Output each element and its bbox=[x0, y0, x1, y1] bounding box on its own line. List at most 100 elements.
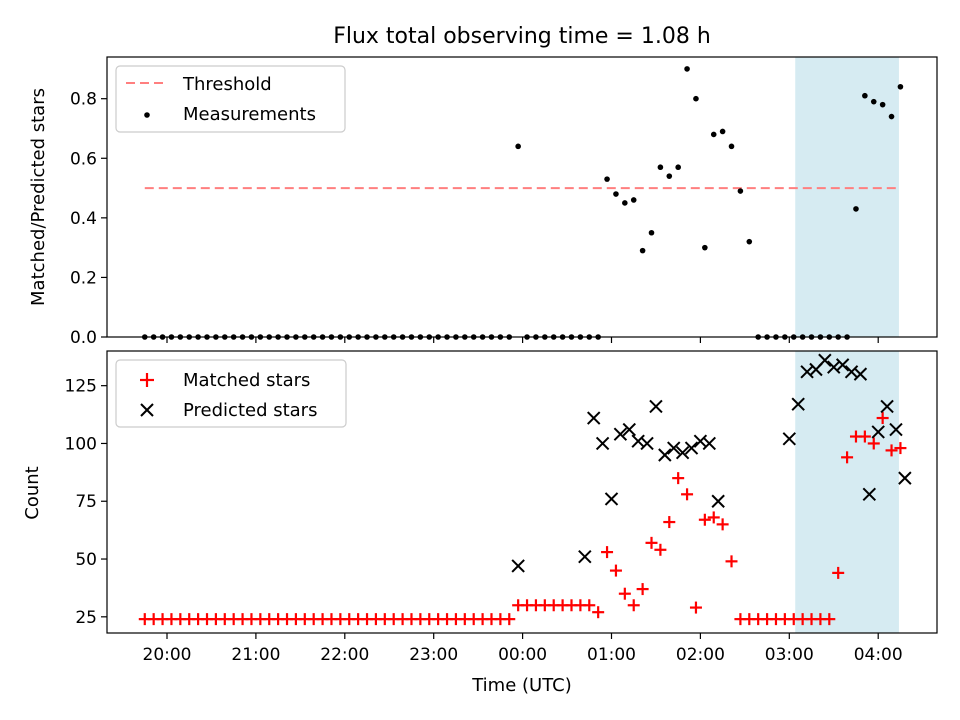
y-tick-label: 0.0 bbox=[70, 328, 97, 348]
measurement-points bbox=[141, 66, 904, 340]
predicted-star-point bbox=[800, 365, 814, 379]
predicted-star-point bbox=[622, 422, 636, 437]
measurement-point bbox=[613, 191, 619, 197]
measurement-point bbox=[684, 66, 690, 72]
x-tick-label: 22:00 bbox=[320, 645, 369, 665]
measurement-point bbox=[622, 200, 628, 206]
matched-star-point bbox=[618, 587, 631, 600]
y-tick-label: 0.2 bbox=[70, 268, 97, 288]
predicted-star-point bbox=[684, 441, 699, 455]
measurement-point bbox=[728, 143, 735, 150]
predicted-star-point bbox=[827, 360, 841, 374]
matched-star-point bbox=[672, 472, 685, 485]
x-tick-label: 04:00 bbox=[854, 645, 903, 665]
predicted-stars-points bbox=[511, 353, 912, 573]
predicted-star-point bbox=[791, 397, 805, 411]
matched-star-point bbox=[503, 613, 516, 626]
measurement-point bbox=[648, 229, 655, 236]
predicted-star-point bbox=[640, 436, 654, 451]
x-tick-label: 00:00 bbox=[498, 645, 547, 665]
bottom-highlight-span bbox=[795, 351, 899, 633]
measurement-point bbox=[657, 164, 664, 171]
matched-star-point bbox=[698, 513, 711, 526]
y-tick-label: 0.4 bbox=[70, 209, 97, 229]
predicted-star-point bbox=[578, 550, 592, 564]
predicted-star-point bbox=[702, 436, 716, 451]
measurement-point bbox=[737, 188, 744, 194]
predicted-star-point bbox=[880, 399, 894, 414]
measurement-point bbox=[639, 247, 646, 254]
matched-star-point bbox=[592, 606, 605, 619]
measurement-point bbox=[702, 244, 708, 251]
predicted-star-point bbox=[862, 487, 877, 502]
x-tick-label: 02:00 bbox=[676, 645, 725, 665]
matched-star-point bbox=[645, 536, 658, 549]
x-tick-label: 23:00 bbox=[409, 645, 458, 665]
predicted-star-point bbox=[898, 471, 912, 485]
matched-star-point bbox=[823, 613, 836, 626]
matched-star-point bbox=[716, 518, 729, 531]
y-tick-label: 75 bbox=[75, 492, 97, 512]
predicted-star-point bbox=[844, 365, 859, 379]
measurement-point bbox=[675, 164, 681, 171]
matched-star-point bbox=[885, 444, 898, 457]
y-tick-label: 25 bbox=[75, 608, 97, 628]
predicted-star-point bbox=[649, 399, 663, 414]
matched-star-point bbox=[601, 546, 614, 559]
top-y-ticks: 0.0 0.2 0.4 0.6 0.8 bbox=[70, 90, 107, 348]
measurement-point bbox=[604, 176, 610, 182]
matched-star-point bbox=[689, 601, 702, 614]
predicted-legend-label: Predicted stars bbox=[183, 400, 317, 421]
x-tick-label: 20:00 bbox=[143, 645, 192, 665]
predicted-star-point bbox=[658, 448, 672, 462]
y-tick-label: 0.8 bbox=[70, 90, 97, 110]
bottom-panel: 25 50 75 100 125 20:00 21:00 22:00 23:00 00:00 01… bbox=[22, 350, 938, 696]
matched-legend-label: Matched stars bbox=[183, 370, 310, 391]
x-tick-label: 03:00 bbox=[765, 645, 814, 665]
y-tick-label: 100 bbox=[65, 434, 97, 454]
measurements-legend-label: Measurements bbox=[183, 104, 316, 125]
matched-star-point bbox=[681, 488, 694, 501]
matched-star-point bbox=[654, 543, 667, 556]
bottom-y-ticks: 25 50 75 100 125 bbox=[65, 377, 107, 628]
matched-star-point bbox=[894, 442, 907, 455]
predicted-star-point bbox=[782, 432, 797, 446]
top-x-ticks bbox=[166, 337, 879, 343]
matched-star-point bbox=[636, 583, 649, 596]
measurement-point bbox=[719, 128, 726, 135]
chart-title: Flux total observing time = 1.08 h bbox=[333, 24, 711, 49]
y-tick-label: 50 bbox=[75, 550, 97, 570]
matched-star-point bbox=[627, 599, 640, 612]
predicted-star-point bbox=[835, 358, 850, 372]
measurement-point bbox=[897, 83, 904, 90]
matched-star-point bbox=[583, 599, 596, 612]
predicted-star-point bbox=[711, 494, 725, 508]
measurement-point bbox=[888, 113, 895, 120]
y-tick-label: 125 bbox=[65, 377, 97, 397]
measurement-point bbox=[666, 173, 673, 179]
matched-star-point bbox=[841, 451, 854, 464]
matched-star-point bbox=[867, 437, 880, 450]
predicted-star-point bbox=[853, 367, 868, 381]
predicted-star-point bbox=[675, 445, 690, 460]
predicted-star-point bbox=[871, 425, 885, 439]
measurement-point bbox=[693, 95, 699, 102]
predicted-star-point bbox=[667, 441, 681, 455]
predicted-star-point bbox=[511, 559, 525, 573]
predicted-star-point bbox=[587, 411, 601, 425]
matched-star-point bbox=[707, 511, 720, 524]
measurement-point bbox=[710, 131, 717, 138]
top-legend: Threshold Measurements bbox=[115, 65, 346, 133]
measurements-legend-swatch bbox=[144, 112, 150, 118]
x-tick-label: 21:00 bbox=[231, 645, 280, 665]
predicted-star-point bbox=[631, 434, 645, 448]
bottom-legend: Matched stars Predicted stars bbox=[115, 359, 347, 428]
matched-star-point bbox=[725, 555, 738, 568]
x-tick-label: 01:00 bbox=[587, 645, 636, 665]
top-panel: 0.00.20.40.60.8 Matched/Predicted stars … bbox=[28, 56, 938, 348]
matched-star-point bbox=[663, 516, 676, 529]
predicted-legend-swatch bbox=[140, 403, 154, 417]
matched-star-point bbox=[609, 564, 622, 577]
predicted-star-point bbox=[889, 422, 903, 437]
